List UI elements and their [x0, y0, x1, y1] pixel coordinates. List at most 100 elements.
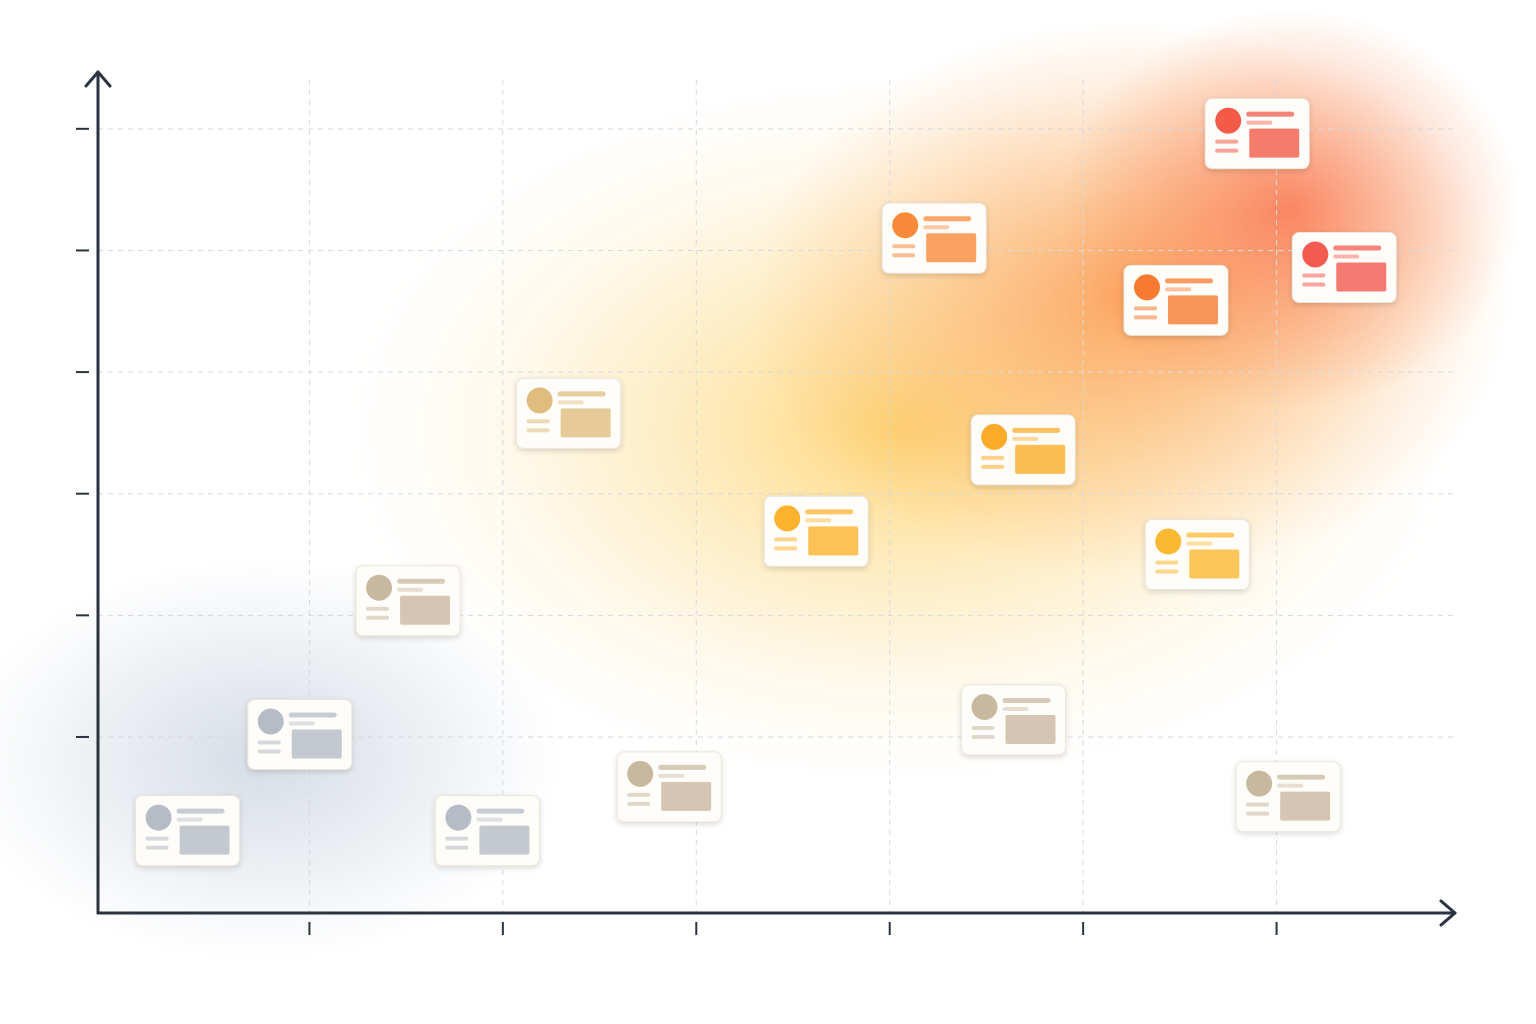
card-line	[257, 740, 281, 745]
card-image	[1189, 549, 1240, 579]
card-image	[1015, 444, 1066, 474]
card-line	[1155, 560, 1179, 565]
card-image	[179, 825, 230, 855]
card-line	[1246, 811, 1270, 816]
card-line	[1186, 532, 1235, 538]
card-line	[397, 578, 446, 584]
card-line	[1164, 287, 1191, 292]
card-avatar	[892, 212, 919, 239]
card-line	[1012, 427, 1061, 433]
card	[247, 699, 353, 771]
card-line	[627, 792, 651, 797]
card-line	[1133, 306, 1157, 311]
card-line	[288, 712, 337, 718]
card-line	[526, 419, 550, 424]
card-line	[557, 400, 584, 405]
card-line	[923, 225, 950, 230]
card	[961, 684, 1067, 756]
card-line	[1302, 282, 1326, 287]
card-line	[1277, 783, 1304, 788]
card-avatar	[1155, 528, 1182, 555]
card-avatar	[981, 423, 1008, 450]
card-image	[661, 781, 712, 811]
card-image	[926, 233, 977, 263]
card-line	[145, 845, 169, 850]
card	[763, 495, 869, 567]
card-line	[257, 749, 281, 754]
card	[970, 414, 1076, 486]
card-image	[1336, 262, 1387, 292]
card-line	[1246, 111, 1295, 117]
card-image	[1005, 714, 1056, 744]
card-line	[476, 808, 525, 814]
card-line	[1002, 706, 1029, 711]
card	[1291, 231, 1397, 303]
card-avatar	[774, 505, 801, 532]
card-avatar	[627, 760, 654, 787]
card-line	[658, 764, 707, 770]
card-line	[1246, 120, 1273, 125]
card-line	[805, 518, 832, 523]
card-image	[291, 729, 342, 759]
card-avatar	[1215, 107, 1242, 134]
card-line	[1215, 139, 1239, 144]
card-line	[805, 509, 854, 515]
card-line	[1164, 278, 1213, 284]
card-line	[1133, 315, 1157, 320]
card	[1235, 761, 1341, 833]
card	[434, 795, 540, 867]
card-line	[476, 817, 503, 822]
card-line	[366, 606, 390, 611]
card-image	[560, 408, 611, 438]
card-image	[808, 526, 859, 556]
card-line	[366, 615, 390, 620]
card	[355, 565, 461, 637]
card-line	[557, 391, 606, 397]
card-line	[981, 464, 1005, 469]
card-line	[627, 801, 651, 806]
card-image	[400, 595, 451, 625]
card-line	[1012, 436, 1039, 441]
card-avatar	[1133, 274, 1160, 301]
card-line	[923, 216, 972, 222]
card-line	[526, 428, 550, 433]
card-avatar	[257, 708, 284, 735]
card	[881, 202, 987, 274]
cards	[135, 98, 1397, 867]
card-avatar	[971, 693, 998, 720]
card-line	[981, 455, 1005, 460]
card	[135, 795, 241, 867]
card-line	[1333, 254, 1360, 259]
card-line	[1215, 148, 1239, 153]
card-line	[971, 725, 995, 730]
card-avatar	[366, 574, 393, 601]
card-line	[892, 253, 916, 258]
card-line	[1277, 774, 1326, 780]
axes	[84, 70, 1457, 927]
card	[1204, 98, 1310, 170]
card-avatar	[1246, 770, 1273, 797]
card-line	[176, 817, 203, 822]
card-line	[1302, 273, 1326, 278]
card	[516, 377, 622, 449]
card-line	[445, 836, 469, 841]
card-line	[1155, 569, 1179, 574]
card-line	[774, 546, 798, 551]
card	[616, 751, 722, 823]
card-line	[397, 587, 424, 592]
card-image	[479, 825, 530, 855]
card	[1144, 519, 1250, 591]
card-image	[1167, 295, 1218, 325]
card-line	[774, 537, 798, 542]
card-line	[971, 734, 995, 739]
card-image	[1280, 791, 1331, 821]
card-line	[1186, 541, 1213, 546]
card-line	[176, 808, 225, 814]
card-line	[1246, 802, 1270, 807]
card-avatar	[526, 387, 553, 414]
card-line	[658, 773, 685, 778]
card-line	[1333, 245, 1382, 251]
card-line	[445, 845, 469, 850]
card-avatar	[145, 804, 172, 831]
